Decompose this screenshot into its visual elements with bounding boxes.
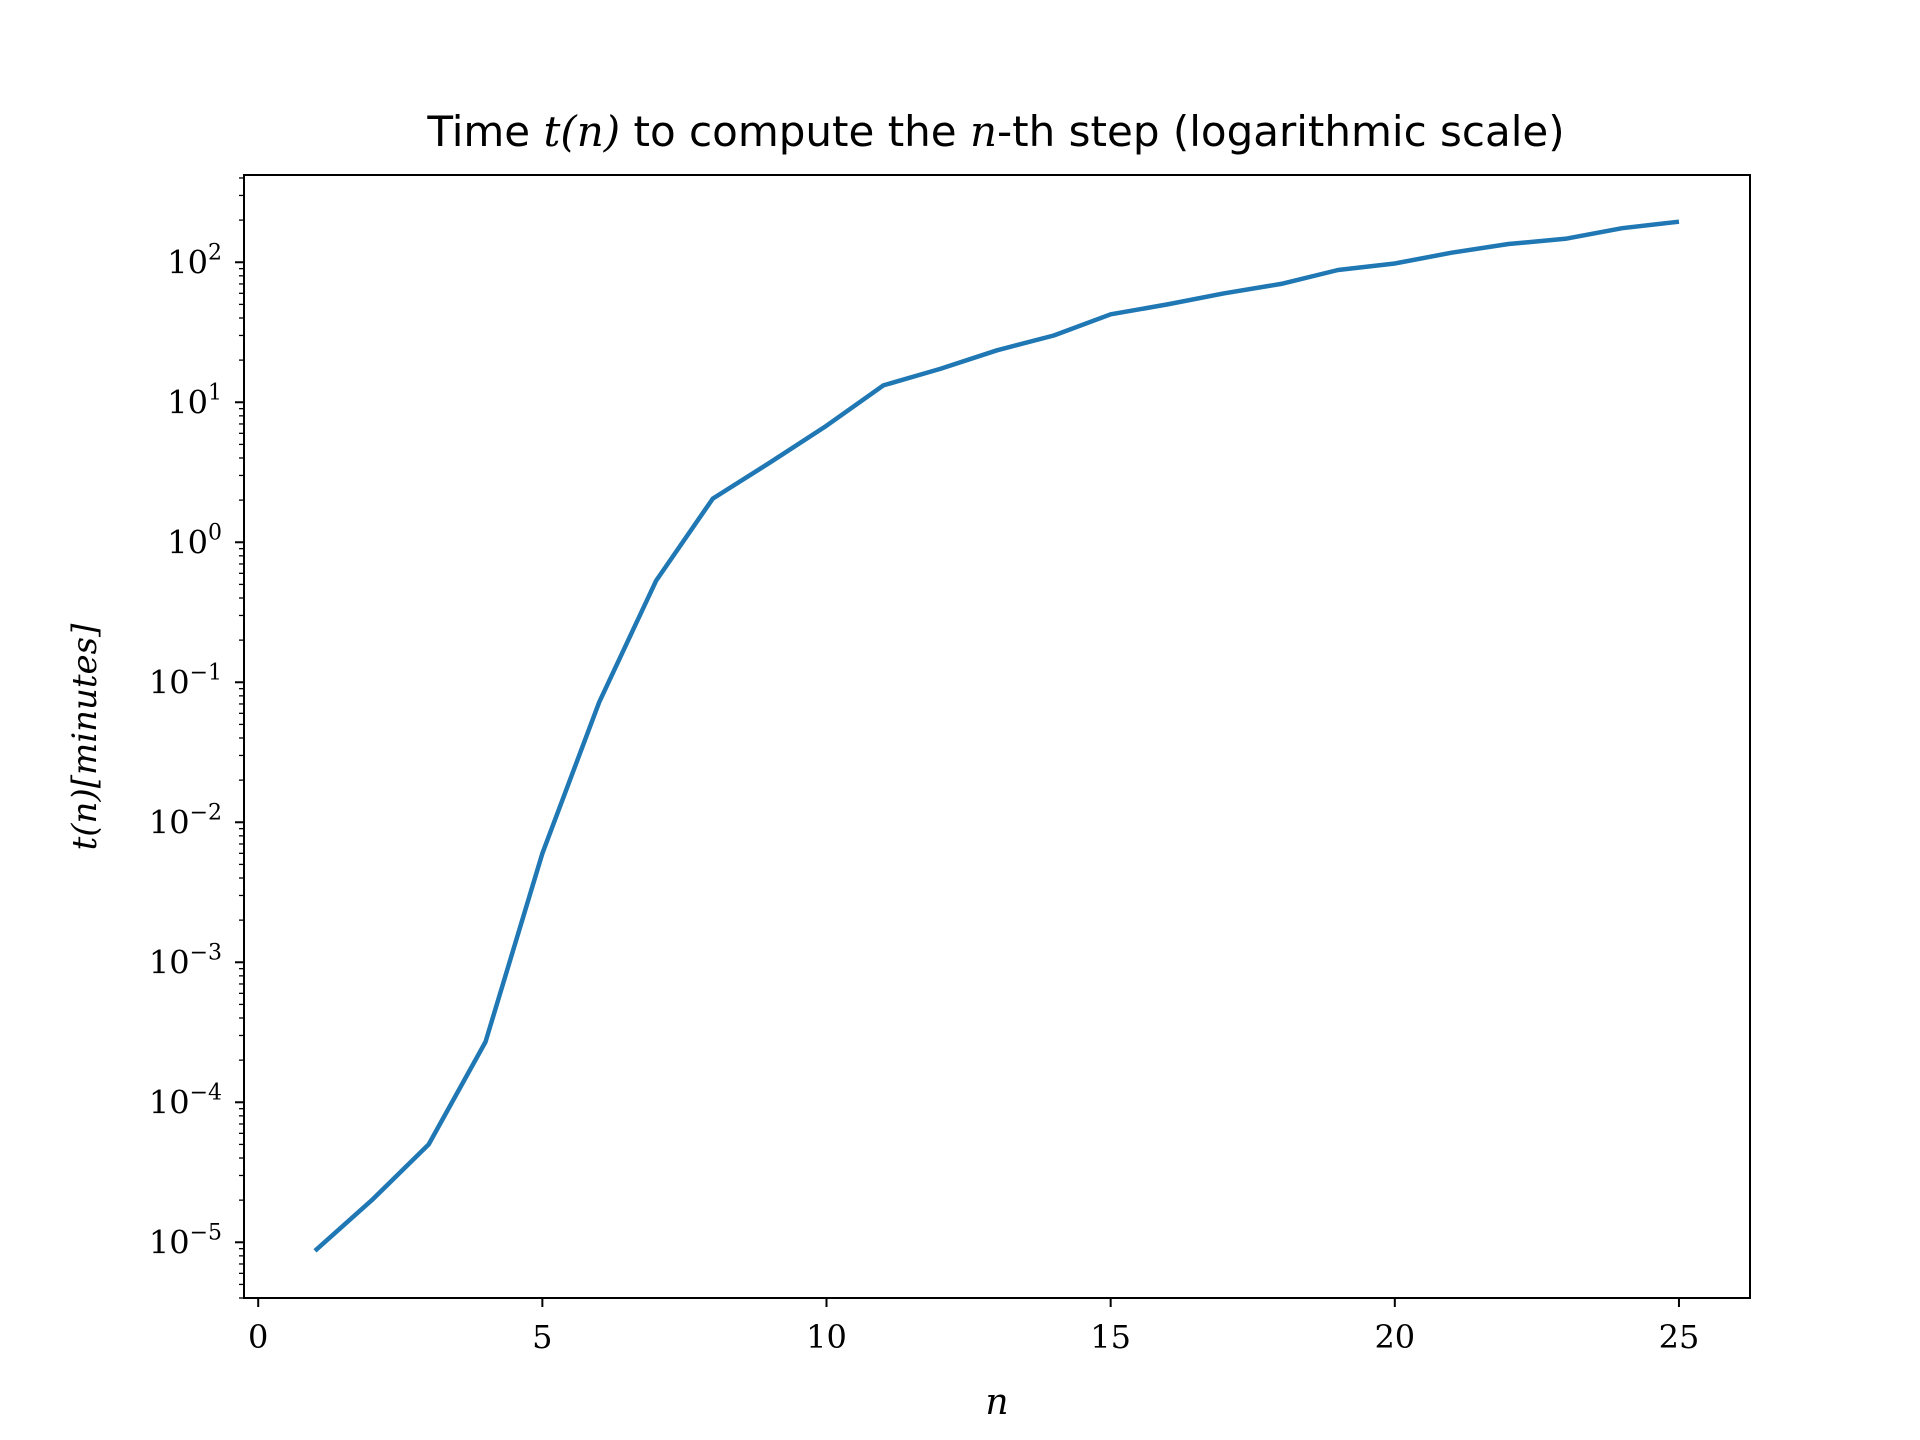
x-tick-label: 15	[1090, 1318, 1131, 1356]
title-suffix: -th step (logarithmic scale)	[997, 107, 1565, 156]
x-tick-label: 0	[248, 1318, 268, 1356]
x-tick-label: 10	[806, 1318, 847, 1356]
y-tick-base: 10	[149, 663, 190, 701]
y-label-main: t(n)	[65, 788, 105, 850]
x-axis-label: n	[985, 1382, 1008, 1423]
x-axis-ticks: 0 5 10 15 20 25	[248, 1298, 1699, 1356]
title-middle: to compute the	[620, 107, 970, 156]
y-tick-label: 100	[167, 520, 222, 561]
y-tick-base: 10	[167, 523, 208, 561]
y-tick-label: 10−5	[149, 1220, 222, 1261]
y-tick-base: 10	[167, 243, 208, 281]
y-tick-exponent: −3	[190, 940, 222, 965]
y-tick-exponent: −4	[190, 1080, 222, 1105]
title-prefix: Time	[426, 107, 543, 156]
y-label-unit: [minutes]	[65, 623, 105, 788]
y-tick-label: 10−3	[149, 940, 222, 981]
y-tick-label: 10−4	[149, 1080, 222, 1121]
x-tick-label: 25	[1659, 1318, 1700, 1356]
x-tick-label: 5	[532, 1318, 552, 1356]
y-tick-exponent: 2	[208, 240, 222, 265]
y-tick-exponent: 0	[208, 520, 222, 545]
chart-title: Time t(n) to compute the n-th step (loga…	[426, 107, 1564, 156]
y-tick-label: 10−2	[149, 800, 222, 841]
y-tick-base: 10	[149, 1223, 190, 1261]
title-math-t: t(n)	[543, 107, 620, 156]
y-tick-label: 102	[167, 240, 222, 281]
y-tick-exponent: −5	[190, 1220, 222, 1245]
series-points	[314, 221, 1680, 1251]
y-tick-exponent: −1	[190, 660, 222, 685]
y-tick-base: 10	[149, 803, 190, 841]
y-tick-base: 10	[149, 943, 190, 981]
axes-frame	[243, 174, 1751, 1299]
title-math-n: n	[970, 107, 997, 156]
y-tick-exponent: 1	[208, 380, 222, 405]
x-tick-label: 20	[1374, 1318, 1415, 1356]
y-tick-label: 101	[167, 380, 222, 421]
y-axis-label: t(n)[minutes]	[65, 623, 105, 851]
y-tick-label: 10−1	[149, 660, 222, 701]
y-tick-exponent: −2	[190, 800, 222, 825]
y-tick-base: 10	[167, 383, 208, 421]
y-tick-base: 10	[149, 1083, 190, 1121]
